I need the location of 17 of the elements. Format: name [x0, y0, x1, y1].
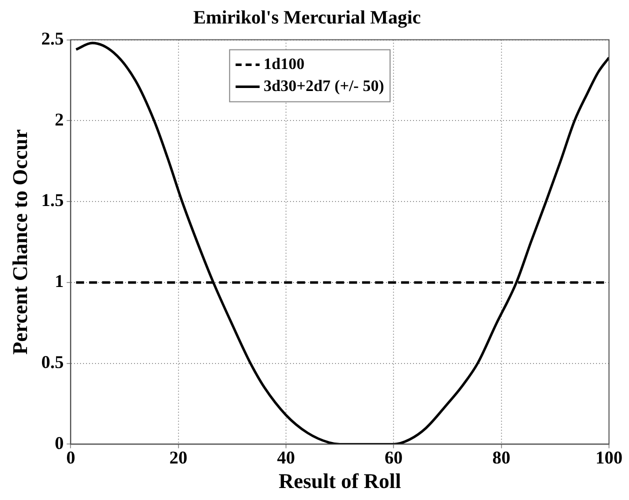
y-tick-label: 0.5	[41, 352, 64, 372]
legend-label: 3d30+2d7 (+/- 50)	[264, 78, 384, 95]
y-tick-label: 0	[54, 432, 64, 453]
y-tick-label: 1	[54, 271, 64, 292]
x-tick-label: 60	[384, 448, 403, 468]
y-tick-label: 2.5	[41, 28, 64, 48]
x-tick-label: 80	[492, 448, 510, 468]
chart-title: Emirikol's Mercurial Magic	[193, 7, 421, 28]
legend-label: 1d100	[264, 56, 305, 73]
x-axis-title: Result of Roll	[278, 468, 402, 493]
y-tick-label: 1.5	[41, 190, 64, 210]
y-axis-title: Percent Chance to Occur	[8, 129, 32, 355]
y-tick-label: 2	[54, 109, 64, 130]
x-tick-label: 100	[596, 448, 622, 468]
x-tick-label: 20	[169, 448, 188, 468]
x-tick-label: 40	[277, 448, 296, 468]
line-series	[74, 42, 609, 444]
